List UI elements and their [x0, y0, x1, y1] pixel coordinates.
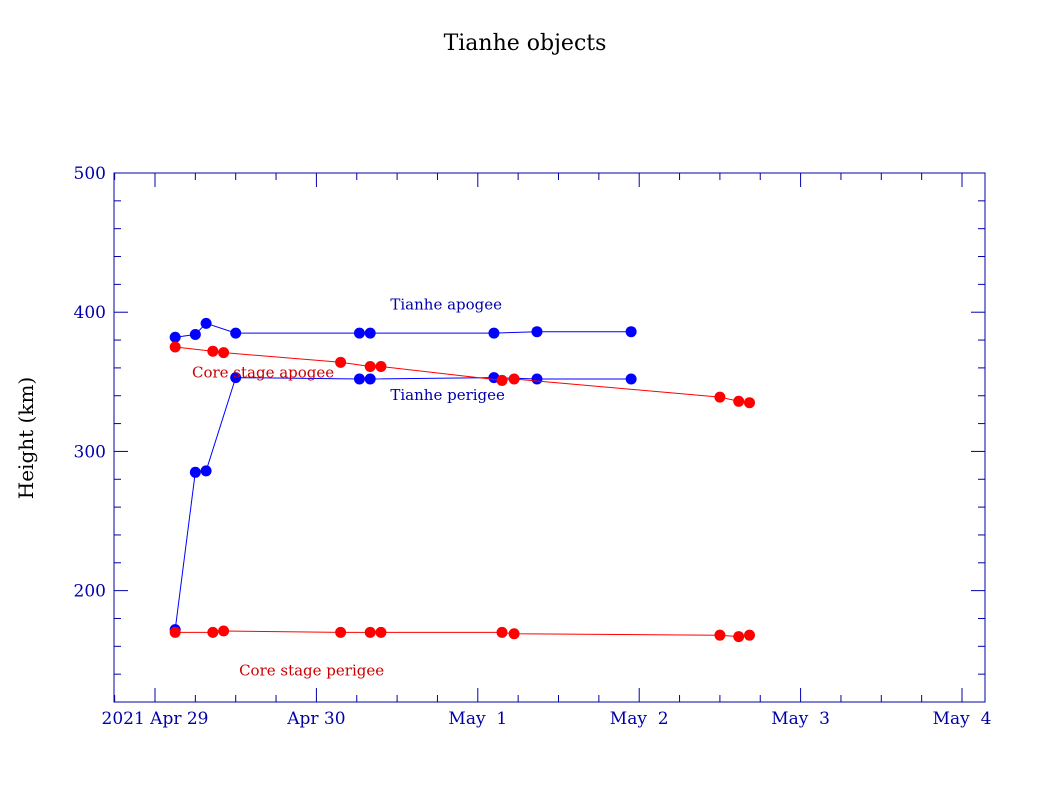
series-tianhe-perigee: Tianhe perigee — [169, 372, 637, 636]
x-tick-label: May 2 — [610, 709, 669, 729]
series-label: Core stage apogee — [192, 364, 334, 382]
x-tick-label: May 1 — [448, 709, 507, 729]
data-point — [200, 317, 212, 329]
data-point — [207, 345, 219, 357]
y-axis-label: Height (km) — [14, 377, 38, 499]
data-point — [375, 626, 387, 638]
x-tick-label: May 3 — [771, 709, 830, 729]
data-point — [364, 361, 376, 373]
series-core-stage-perigee: Core stage perigee — [169, 625, 755, 680]
data-point — [169, 626, 181, 638]
data-point — [189, 466, 201, 478]
data-point — [488, 327, 500, 339]
y-tick-label: 400 — [74, 303, 106, 323]
data-point — [207, 626, 219, 638]
data-point — [230, 327, 242, 339]
y-tick-label: 300 — [74, 442, 106, 462]
data-point — [733, 395, 745, 407]
series-label: Tianhe apogee — [390, 295, 502, 313]
series-tianhe-apogee: Tianhe apogee — [169, 295, 637, 343]
data-point — [508, 373, 520, 385]
data-point — [743, 629, 755, 641]
data-point — [531, 326, 543, 338]
data-point — [375, 361, 387, 373]
data-point — [496, 626, 508, 638]
data-point — [743, 397, 755, 409]
y-tick-label: 500 — [74, 164, 106, 184]
series-line — [175, 630, 750, 638]
data-point — [230, 372, 242, 384]
data-point — [189, 328, 201, 340]
data-point — [169, 341, 181, 353]
data-point — [353, 373, 365, 385]
data-point — [496, 374, 508, 386]
data-point — [364, 373, 376, 385]
data-point — [335, 626, 347, 638]
series-line — [174, 377, 632, 630]
data-point — [625, 326, 637, 338]
data-point — [218, 625, 230, 637]
axis-tick-labels: 200 300 400 500 2021 Apr 29 Apr 30 May 1 May 2 M… — [74, 164, 992, 729]
series-label: Core stage perigee — [239, 662, 384, 680]
data-point — [508, 628, 520, 640]
data-point — [733, 631, 745, 643]
chart-title: Tianhe objects — [444, 31, 607, 56]
axis-ticks — [114, 172, 985, 702]
data-point — [364, 327, 376, 339]
data-point — [335, 356, 347, 368]
data-point — [714, 391, 726, 403]
data-point — [353, 327, 365, 339]
data-point — [218, 347, 230, 359]
x-tick-label: May 4 — [933, 709, 992, 729]
data-point — [625, 373, 637, 385]
data-point — [364, 626, 376, 638]
series-line — [175, 322, 632, 338]
y-tick-label: 200 — [74, 582, 106, 602]
x-tick-label: Apr 30 — [286, 709, 345, 729]
series-group: Tianhe apogee Tianhe perigee Core stage ap… — [169, 295, 755, 680]
data-point — [200, 465, 212, 477]
data-point — [531, 373, 543, 385]
series-label: Tianhe perigee — [390, 386, 505, 404]
x-tick-label: 2021 Apr 29 — [102, 709, 209, 729]
series-core-stage-apogee: Core stage apogee — [169, 341, 755, 409]
data-point — [714, 629, 726, 641]
plot-frame — [113, 172, 986, 703]
data-point — [169, 331, 181, 343]
